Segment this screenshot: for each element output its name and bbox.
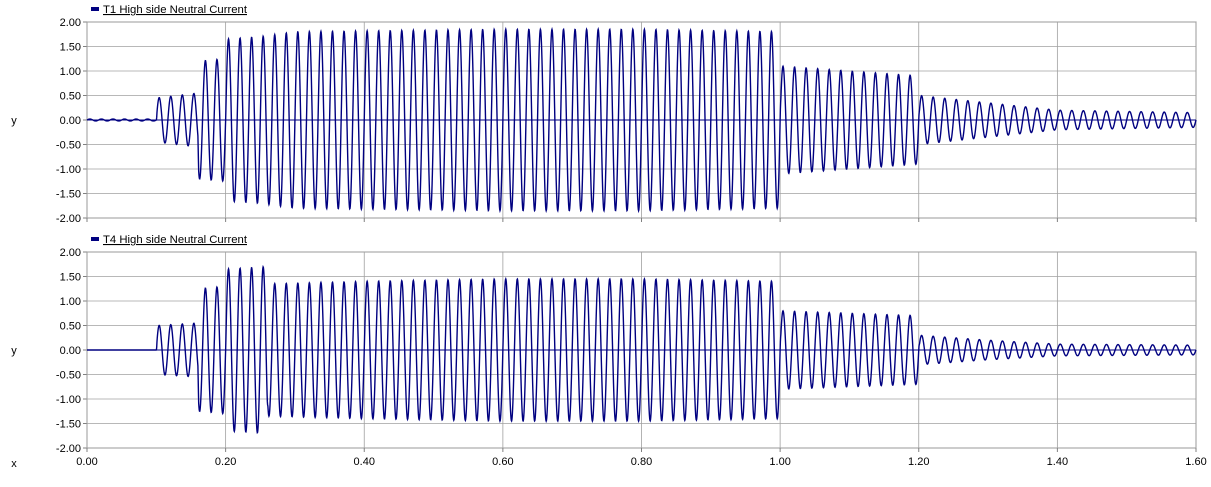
x-axis-label: x xyxy=(11,458,17,470)
legend-label: T4 High side Neutral Current xyxy=(103,234,247,246)
y-tick-label: 0.50 xyxy=(60,321,81,333)
y-tick-label: -1.50 xyxy=(56,189,81,201)
y-tick-label: 0.00 xyxy=(60,345,81,357)
chart-panel-1: 2.00 1.50 1.00 0.50 0.00 -0.50 -1.00 -1.50 -2.00… xyxy=(11,4,1197,225)
y-tick-label: -1.50 xyxy=(56,419,81,431)
y-tick-label: -1.00 xyxy=(56,394,81,406)
x-tick-label: 0.40 xyxy=(354,456,375,468)
y-axis-label: y xyxy=(11,345,17,357)
x-tick-label: 1.00 xyxy=(769,456,790,468)
x-tick-label: 1.20 xyxy=(908,456,929,468)
x-tick-label: 0.80 xyxy=(631,456,652,468)
y-tick-label: 2.00 xyxy=(60,17,81,29)
chart-panel-2: 2.00 1.50 1.00 0.50 0.00 -0.50 -1.00 -1.50 -2.00… xyxy=(11,234,1206,470)
legend-swatch xyxy=(91,237,99,241)
y-tick-label: 0.50 xyxy=(60,91,81,103)
legend-swatch xyxy=(91,7,99,11)
y-tick-label: -1.00 xyxy=(56,164,81,176)
y-tick-label: 1.50 xyxy=(60,42,81,54)
y-tick-label: 1.00 xyxy=(60,66,81,78)
y-axis-label: y xyxy=(11,115,17,127)
x-tick-label: 0.20 xyxy=(215,456,236,468)
y-tick-label: -0.50 xyxy=(56,140,81,152)
x-tick-label: 0.60 xyxy=(492,456,513,468)
y-tick-label: 1.50 xyxy=(60,272,81,284)
y-tick-label: 0.00 xyxy=(60,115,81,127)
y-tick-label: -2.00 xyxy=(56,443,81,455)
x-tick-label: 1.60 xyxy=(1185,456,1206,468)
y-tick-label: -2.00 xyxy=(56,213,81,225)
y-tick-label: 2.00 xyxy=(60,247,81,259)
legend-label: T1 High side Neutral Current xyxy=(103,4,247,16)
x-tick-label: 0.00 xyxy=(76,456,97,468)
y-tick-label: -0.50 xyxy=(56,370,81,382)
x-tick-label: 1.40 xyxy=(1047,456,1068,468)
y-tick-label: 1.00 xyxy=(60,296,81,308)
